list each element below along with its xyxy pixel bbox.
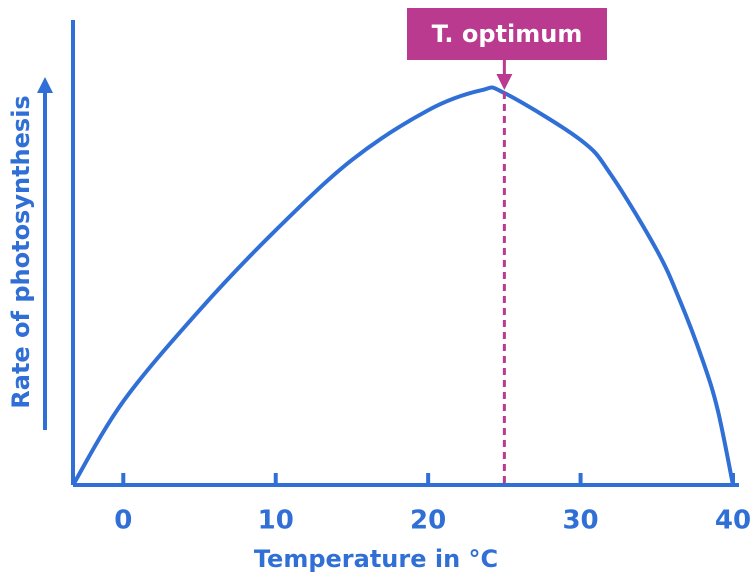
annotation-arrowhead — [496, 74, 513, 90]
x-tick-label: 0 — [114, 506, 132, 536]
annotation-text: T. optimum — [432, 20, 583, 48]
annotation-box — [407, 8, 607, 60]
x-tick-label: 20 — [410, 506, 446, 536]
x-tick-label: 10 — [258, 506, 294, 536]
curve — [71, 85, 735, 487]
x-tick-label: 40 — [715, 506, 751, 536]
x-tick-label: 30 — [562, 506, 598, 536]
y-axis-label: Rate of photosynthesis — [7, 95, 35, 408]
x-axis-label: Temperature in °C — [254, 545, 498, 573]
